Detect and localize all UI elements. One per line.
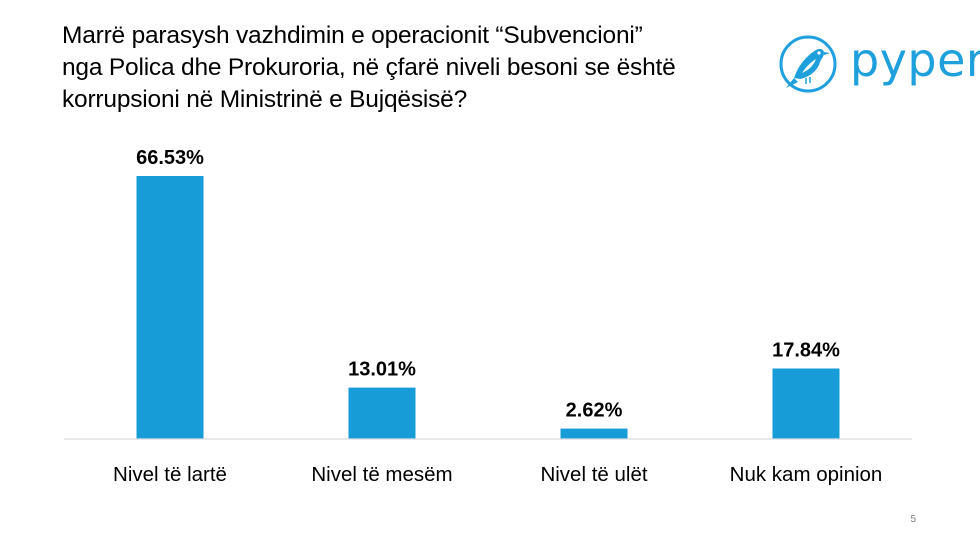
pyper-logo: pyper (776, 30, 980, 100)
category-label-4: Nuk kam opinion (730, 463, 883, 486)
category-label-2: Nivel të mesëm (311, 463, 452, 486)
page-number: 5 (910, 514, 916, 525)
title-line-2: nga Polica dhe Prokuroria, në çfarë nive… (62, 54, 676, 81)
category-label-1: Nivel të lartë (113, 463, 227, 486)
data-label-2: 13.01% (348, 359, 416, 381)
labels-group: 66.53% Nivel të lartë 13.01% Nivel të mesëm… (113, 147, 882, 486)
bar-3 (560, 428, 628, 439)
bar-2 (348, 387, 416, 439)
title-line-1: Marrë parasysh vazhdimin e operacionit “… (62, 22, 643, 49)
logo-wordmark: pyper (850, 33, 980, 87)
data-label-4: 17.84% (772, 340, 840, 362)
bird-icon (779, 35, 837, 93)
bars-group (136, 176, 840, 439)
data-label-3: 2.62% (566, 400, 623, 422)
chart-title: Marrë parasysh vazhdimin e operacionit “… (62, 20, 762, 116)
title-line-3: korrupsioni në Ministrinë e Bujqësisë? (62, 86, 468, 113)
category-label-3: Nivel të ulët (540, 463, 647, 486)
bar-1 (136, 176, 204, 439)
bar-4 (772, 368, 840, 439)
data-label-1: 66.53% (136, 147, 204, 169)
